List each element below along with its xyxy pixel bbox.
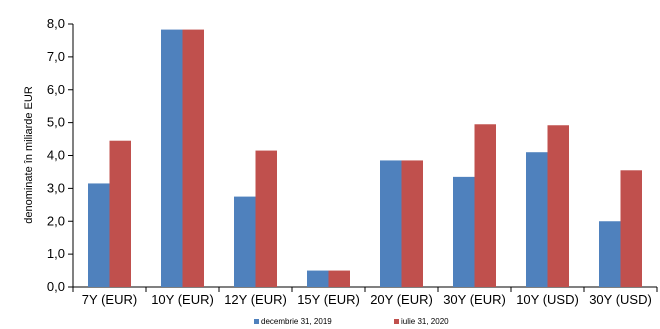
y-tick-label: 8,0 (47, 16, 65, 31)
bar (328, 270, 350, 287)
y-tick-label: 0,0 (47, 279, 65, 294)
plot-area: 0,0 1,0 2,0 3,0 4,0 5,0 6,0 7,0 8,0 7Y (EUR) 10Y (… (47, 16, 658, 307)
bar (182, 29, 204, 288)
y-tick-label: 4,0 (47, 148, 65, 163)
x-tick-label: 10Y (EUR) (151, 292, 214, 307)
y-tick-label: 2,0 (47, 213, 65, 228)
bar (620, 170, 642, 287)
bar (453, 176, 475, 287)
y-axis-label: denominate în miliarde EUR (23, 86, 35, 224)
bar (109, 140, 131, 287)
bar (255, 150, 277, 287)
y-tick-label: 1,0 (47, 246, 65, 261)
bar (234, 196, 256, 287)
x-tick-label: 15Y (EUR) (297, 292, 360, 307)
y-tick-label: 6,0 (47, 82, 65, 97)
bar (526, 152, 548, 287)
y-tick-label: 3,0 (47, 180, 65, 195)
x-tick-label: 20Y (EUR) (370, 292, 433, 307)
legend: decembrie 31, 2019 iulie 31, 2020 (254, 317, 449, 326)
legend-swatch (394, 319, 399, 324)
x-tick-label: 7Y (EUR) (82, 292, 137, 307)
legend-swatch (254, 319, 259, 324)
bar (547, 125, 569, 287)
bar (88, 183, 110, 287)
y-tick-label: 7,0 (47, 49, 65, 64)
bar (380, 160, 402, 287)
bar (161, 29, 183, 288)
bar (307, 270, 329, 287)
x-tick-label: 12Y (EUR) (224, 292, 287, 307)
legend-label: decembrie 31, 2019 (261, 317, 332, 326)
bar (401, 160, 423, 287)
y-tick-label: 5,0 (47, 115, 65, 130)
legend-label: iulie 31, 2020 (401, 317, 449, 326)
x-tick-label: 30Y (USD) (589, 292, 652, 307)
bar (474, 124, 496, 287)
bar (599, 221, 621, 287)
x-tick-label: 10Y (USD) (516, 292, 579, 307)
x-tick-label: 30Y (EUR) (443, 292, 506, 307)
